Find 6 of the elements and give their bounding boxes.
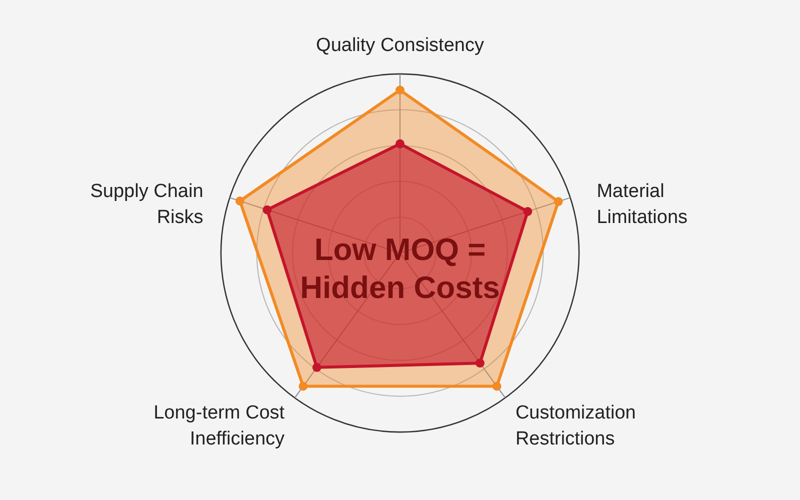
spoke-label: Material Limitations — [596, 181, 688, 228]
spoke-label: Long-term Cost Inefficiency — [154, 402, 286, 450]
spoke-label: Quality Consistency — [316, 34, 484, 56]
text: Low MOQ = Hidden Costs — [300, 232, 500, 305]
spoke-label: Supply Chain Risks — [90, 181, 204, 228]
spoke-label: Customization Restrictions — [515, 402, 636, 450]
